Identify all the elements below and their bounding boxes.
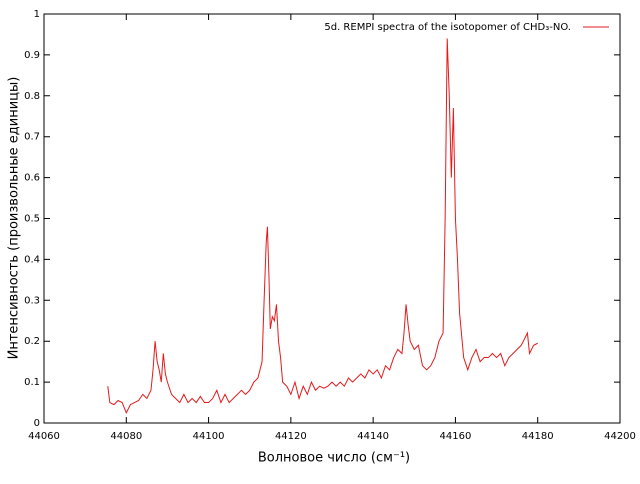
plot-border [43,13,621,424]
y-tick-label: 1 [34,9,40,20]
y-tick-label: 0.1 [24,377,40,388]
y-tick-label: 0.4 [24,254,40,265]
x-tick-label: 44180 [522,431,554,442]
y-tick-label: 0.3 [24,295,40,306]
y-tick-label: 0.5 [24,214,40,225]
x-tick-label: 44080 [110,431,142,442]
data-line [107,38,538,414]
y-tick-label: 0.6 [24,173,40,184]
legend-label: 5d. REMPI spectra of the isotopomer of C… [324,22,571,33]
y-tick-label: 0 [34,418,40,429]
x-tick-label: 44060 [28,431,60,442]
x-tick-label: 44100 [193,431,225,442]
y-tick-label: 0.7 [24,132,40,143]
x-axis-label: Волновое число (см⁻¹) [258,451,410,466]
x-tick-label: 44160 [440,431,472,442]
x-tick-label: 44200 [604,431,636,442]
x-tick-label: 44140 [357,431,389,442]
y-tick-label: 0.9 [24,50,40,61]
x-tick-label: 44120 [275,431,307,442]
y-tick-label: 0.8 [24,91,40,102]
y-tick-label: 0.2 [24,336,40,347]
y-axis-label: Интенсивность (произвольные единицы) [7,77,22,360]
